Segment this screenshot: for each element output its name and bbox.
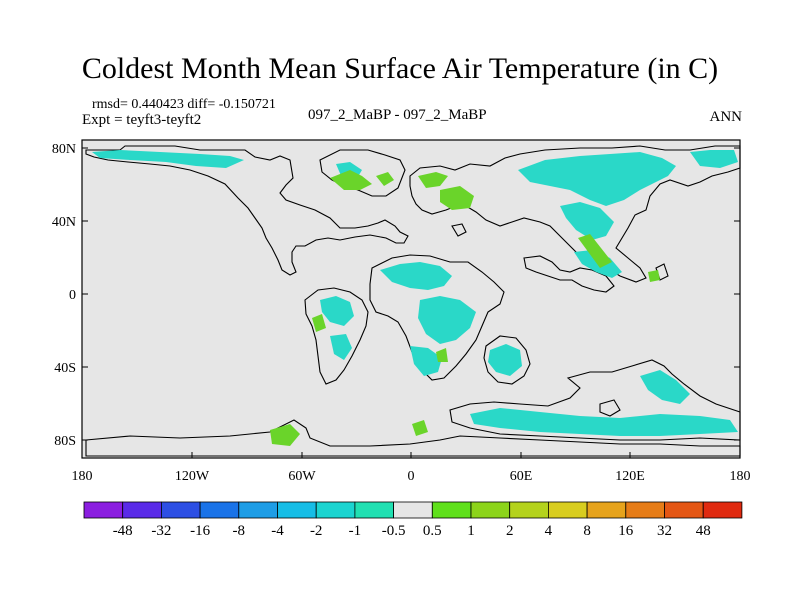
colorbar-swatch [354,501,394,519]
patch-east-asia [690,150,738,168]
colorbar-label: 32 [657,523,672,539]
colorbar-label: -4 [271,523,284,539]
x-tick-label: 60E [510,469,533,484]
y-tick-label: 40S [54,361,76,376]
colorbar-swatch [315,501,356,519]
patch-canada-east [376,172,394,186]
colorbar [83,501,743,519]
patch-antarctica [470,408,738,436]
colorbar-swatch [509,501,549,519]
colorbar-swatch [393,501,433,519]
patch-antarctic-peninsula [640,370,690,404]
period-label: 097_2_MaBP - 097_2_MaBP [308,107,487,123]
axis-ticks [81,147,741,458]
colorbar-label: -48 [113,523,133,539]
colorbar-label: -32 [151,523,171,539]
island-outline [451,223,467,237]
patch-south-america-south [330,334,352,360]
south-america-outline [304,287,369,385]
colorbar-label: 48 [696,523,711,539]
colorbar-swatch [470,501,511,519]
y-tick-label: 80N [52,142,76,157]
patch-asia-small [648,270,660,282]
africa-outline [369,254,505,381]
colorbar-label: -0.5 [382,523,406,539]
season-label: ANN [709,109,743,125]
eurasia-outline [409,145,741,283]
x-tick-label: 180 [72,469,93,484]
x-tick-label: 120E [615,469,645,484]
y-tick-labels: 80N 40N 0 40S 80S [52,142,76,449]
x-tick-label: 0 [408,469,415,484]
colorbar-labels: -48 -32 -16 -8 -4 -2 -1 -0.5 0.5 1 2 4 8 16 32 48 [113,523,711,539]
patch-europe [418,172,448,188]
north-america-outline [85,145,409,276]
colorbar-label: 16 [618,523,634,539]
island-outline [599,399,621,417]
patch-siberia [518,152,676,206]
patch-north-america [92,150,244,168]
colorbar-label: -2 [310,523,323,539]
patch-africa-north [380,262,452,290]
x-tick-label: 180 [730,469,751,484]
colorbar-swatch [664,501,704,519]
antarctica-east-outline [449,359,741,441]
australia-outline [483,335,531,385]
patch-canada [330,170,372,190]
colorbar-label: 4 [545,523,553,539]
patch-south-america-north [320,296,354,326]
colorbar-swatch [431,501,472,519]
colorbar-swatch [122,501,162,519]
colorbar-swatch [702,501,743,519]
patch-south-america-west [312,314,326,332]
experiment-label: Expt = teyft3-teyft2 [82,112,202,128]
patch-africa-south [410,346,442,376]
colorbar-swatch [548,501,588,519]
antarctica-west-outline [85,419,741,457]
stats-label: rmsd= 0.440423 diff= -0.150721 [92,97,276,112]
patch-africa-central [418,296,476,344]
colorbar-swatch [625,501,665,519]
colorbar-swatch [83,501,124,519]
colorbar-label: -16 [190,523,210,539]
patch-eastern-europe [440,186,474,210]
y-tick-label: 80S [54,434,76,449]
colorbar-label: 1 [467,523,475,539]
warm-anomaly-patches [270,170,660,446]
colorbar-swatch [199,501,240,519]
colorbar-label: 0.5 [423,523,442,539]
map-title: Coldest Month Mean Surface Air Temperatu… [81,52,719,85]
x-tick-label: 60W [288,469,316,484]
patch-asia-stripe [578,234,612,268]
continent-outlines [85,145,741,457]
colorbar-label: -1 [349,523,362,539]
colorbar-swatch [160,501,201,519]
patch-antarctica-small [412,420,428,436]
y-tick-label: 40N [52,215,76,230]
patch-africa-small [436,348,448,362]
x-tick-labels: 180 120W 60W 0 60E 120E 180 [72,469,751,484]
colorbar-label: 8 [583,523,591,539]
colorbar-label: -8 [233,523,246,539]
colorbar-label: 2 [506,523,514,539]
cool-anomaly-patches [92,150,738,436]
patch-central-asia [560,202,614,240]
colorbar-swatch [586,501,627,519]
y-tick-label: 0 [69,288,76,303]
southeast-asia-outline [523,255,615,293]
colorbar-swatch [277,501,317,519]
x-tick-label: 120W [175,469,210,484]
patch-australia [488,344,522,376]
colorbar-swatch [238,501,278,519]
patch-antarctica-west [270,424,300,446]
